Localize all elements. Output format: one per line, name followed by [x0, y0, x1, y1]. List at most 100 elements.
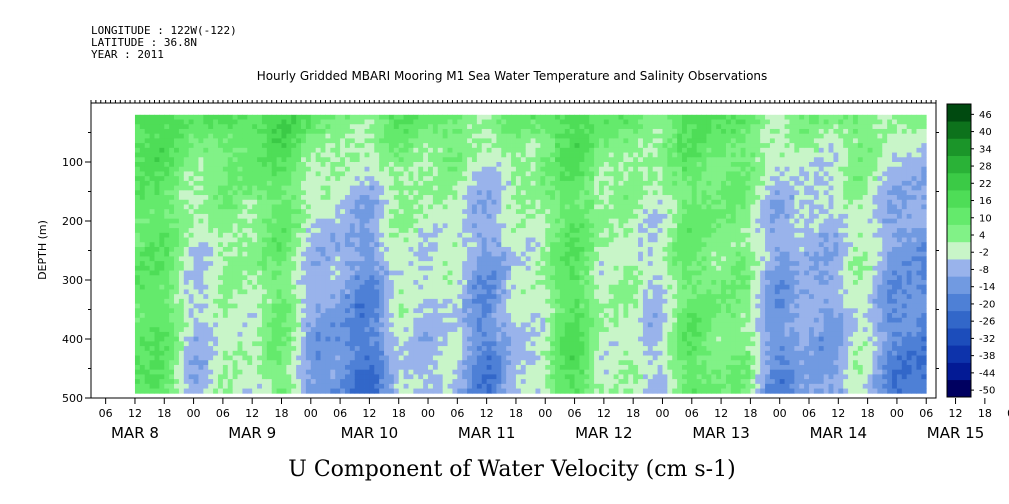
heatmap-cell	[471, 133, 478, 139]
heatmap-cell	[261, 327, 268, 333]
heatmap-cell	[520, 133, 527, 139]
heatmap-cell	[325, 355, 331, 361]
heatmap-cell	[281, 138, 287, 144]
heatmap-cell	[501, 237, 507, 243]
heatmap-cell	[134, 157, 141, 163]
heatmap-cell	[188, 284, 194, 290]
heatmap-cell	[159, 350, 165, 356]
heatmap-cell	[535, 209, 541, 215]
heatmap-cell	[384, 336, 390, 342]
heatmap-cell	[305, 147, 312, 153]
heatmap-cell	[515, 346, 522, 352]
heatmap-cell	[330, 143, 336, 149]
heatmap-cell	[213, 313, 219, 319]
heatmap-cell	[320, 143, 326, 149]
heatmap-cell	[330, 237, 336, 243]
heatmap-cell	[457, 190, 463, 196]
heatmap-cell	[354, 289, 361, 295]
heatmap-cell	[393, 180, 400, 186]
heatmap-cell	[222, 303, 229, 309]
heatmap-cell	[354, 313, 361, 319]
heatmap-cell	[384, 308, 390, 314]
heatmap-cell	[213, 280, 219, 286]
heatmap-cell	[286, 331, 292, 338]
heatmap-cell	[271, 360, 277, 366]
heatmap-cell	[149, 322, 155, 328]
heatmap-cell	[193, 124, 199, 130]
heatmap-cell	[232, 284, 238, 290]
heatmap-cell	[525, 223, 531, 229]
heatmap-cell	[520, 157, 527, 163]
heatmap-cell	[481, 261, 488, 267]
heatmap-cell	[388, 360, 395, 366]
heatmap-cell	[335, 313, 341, 319]
heatmap-cell	[139, 114, 146, 120]
heatmap-cell	[471, 147, 478, 153]
heatmap-cell	[369, 317, 375, 323]
heatmap-cell	[335, 379, 341, 385]
heatmap-cell	[252, 379, 258, 385]
heatmap-cell	[349, 336, 356, 342]
heatmap-cell	[149, 180, 155, 186]
heatmap-cell	[384, 265, 390, 271]
heatmap-cell	[286, 128, 292, 135]
heatmap-cell	[496, 346, 502, 352]
heatmap-cell	[369, 195, 375, 201]
heatmap-cell	[535, 336, 541, 342]
heatmap-cell	[178, 327, 185, 333]
heatmap-cell	[384, 185, 390, 191]
heatmap-cell	[525, 383, 531, 389]
heatmap-cell	[325, 242, 331, 248]
heatmap-cell	[237, 199, 243, 205]
heatmap-cell	[374, 346, 380, 352]
heatmap-cell	[432, 383, 439, 389]
heatmap-cell	[354, 383, 361, 389]
heatmap-cell	[271, 143, 277, 149]
heatmap-cell	[452, 180, 458, 186]
heatmap-cell	[535, 147, 541, 153]
heatmap-cell	[511, 322, 517, 328]
heatmap-cell	[213, 265, 219, 271]
heatmap-cell	[515, 284, 522, 290]
heatmap-cell	[164, 147, 170, 153]
heatmap-cell	[506, 147, 512, 153]
heatmap-cell	[296, 133, 302, 139]
heatmap-cell	[369, 232, 375, 238]
heatmap-cell	[428, 180, 434, 186]
heatmap-cell	[169, 327, 175, 333]
heatmap-cell	[217, 256, 224, 262]
heatmap-cell	[506, 364, 512, 371]
heatmap-cell	[320, 327, 326, 333]
heatmap-cell	[237, 138, 243, 144]
heatmap-cell	[286, 327, 292, 333]
heatmap-cell	[462, 128, 468, 135]
heatmap-cell	[442, 331, 448, 338]
heatmap-cell	[247, 289, 253, 295]
heatmap-cell	[462, 360, 468, 366]
heatmap-cell	[413, 133, 419, 139]
heatmap-cell	[398, 114, 404, 120]
heatmap-cell	[257, 199, 263, 205]
heatmap-cell	[511, 350, 517, 356]
heatmap-cell	[242, 350, 248, 356]
heatmap-cell	[442, 383, 448, 389]
heatmap-cell	[501, 232, 507, 238]
heatmap-cell	[310, 364, 317, 371]
heatmap-cell	[310, 313, 317, 319]
heatmap-cell	[437, 270, 444, 276]
heatmap-cell	[462, 298, 468, 304]
heatmap-cell	[354, 185, 361, 191]
heatmap-cell	[159, 313, 165, 319]
heatmap-cell	[349, 369, 356, 375]
heatmap-cell	[310, 171, 317, 177]
heatmap-cell	[349, 228, 356, 234]
heatmap-cell	[174, 246, 180, 253]
heatmap-cell	[193, 147, 199, 153]
heatmap-cell	[398, 270, 404, 276]
heatmap-cell	[540, 369, 546, 375]
heatmap-cell	[354, 270, 361, 276]
heatmap-cell	[344, 360, 351, 366]
heatmap-cell	[408, 383, 414, 389]
heatmap-cell	[208, 133, 214, 139]
